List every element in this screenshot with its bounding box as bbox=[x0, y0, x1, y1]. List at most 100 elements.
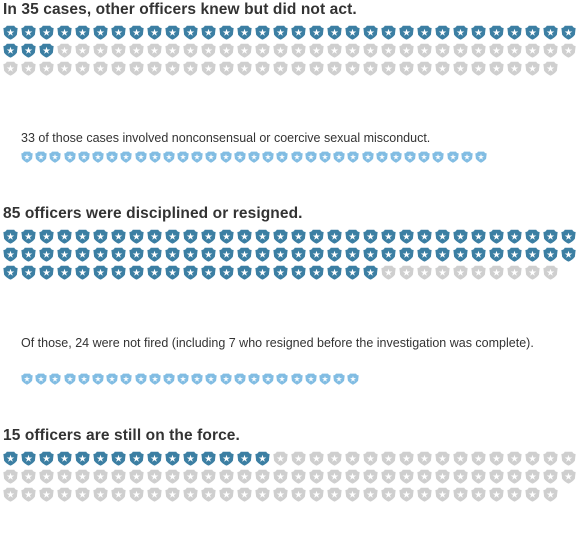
badge-icon-gray bbox=[381, 451, 396, 466]
badge-icon-gray bbox=[363, 487, 378, 502]
badge-icon-highlighted bbox=[57, 247, 72, 262]
badge-icon-gray bbox=[273, 61, 288, 76]
badge-icon-gray bbox=[507, 43, 522, 58]
badge-icon-highlighted bbox=[471, 247, 486, 262]
badge-icon-subset bbox=[390, 151, 402, 163]
badge-icon-gray bbox=[291, 43, 306, 58]
badge-icon-gray bbox=[291, 469, 306, 484]
badge-icon-subset bbox=[191, 373, 203, 385]
badge-icon-gray bbox=[291, 61, 306, 76]
badge-icon-subset bbox=[248, 373, 260, 385]
badge-icon-gray bbox=[453, 487, 468, 502]
badge-icon-gray bbox=[363, 43, 378, 58]
badge-icon-gray bbox=[399, 265, 414, 280]
badge-icon-highlighted bbox=[129, 247, 144, 262]
badge-icon-gray bbox=[147, 61, 162, 76]
badge-icon-gray bbox=[93, 43, 108, 58]
badge-grid-cases bbox=[3, 25, 583, 79]
badge-icon-subset bbox=[446, 151, 459, 163]
badge-icon-gray bbox=[147, 43, 162, 58]
badge-icon-gray bbox=[111, 487, 126, 502]
badge-icon-highlighted bbox=[75, 451, 90, 466]
badge-icon-highlighted bbox=[453, 25, 468, 40]
badge-icon-gray bbox=[237, 469, 252, 484]
badge-icon-highlighted bbox=[147, 265, 162, 280]
badge-icon-subset bbox=[418, 151, 430, 163]
badge-icon-gray bbox=[327, 61, 342, 76]
badge-icon-highlighted bbox=[21, 247, 36, 262]
badge-icon-subset bbox=[290, 373, 303, 385]
badge-icon-highlighted bbox=[471, 25, 486, 40]
badge-icon-highlighted bbox=[525, 247, 540, 262]
badge-icon-subset bbox=[63, 373, 76, 385]
badge-icon-highlighted bbox=[201, 265, 216, 280]
badge-icon-highlighted bbox=[327, 25, 342, 40]
badge-icon-highlighted bbox=[219, 25, 234, 40]
badge-icon-gray bbox=[273, 43, 288, 58]
badge-icon-highlighted bbox=[183, 229, 198, 244]
badge-icon-gray bbox=[525, 43, 540, 58]
badge-icon-subset bbox=[177, 373, 189, 385]
badge-icon-highlighted bbox=[507, 247, 522, 262]
badge-icon-highlighted bbox=[237, 451, 252, 466]
badge-icon-subset bbox=[375, 151, 388, 163]
badge-icon-subset bbox=[163, 373, 175, 385]
badge-icon-highlighted bbox=[165, 265, 180, 280]
badge-icon-gray bbox=[291, 451, 306, 466]
badge-icon-highlighted bbox=[435, 25, 450, 40]
badge-icon-gray bbox=[111, 469, 126, 484]
badge-icon-gray bbox=[381, 487, 396, 502]
badge-icon-gray bbox=[165, 61, 180, 76]
badge-icon-gray bbox=[399, 61, 414, 76]
badge-icon-gray bbox=[399, 451, 414, 466]
badge-icon-gray bbox=[435, 451, 450, 466]
badge-icon-highlighted bbox=[219, 229, 234, 244]
badge-icon-gray bbox=[309, 487, 324, 502]
badge-icon-highlighted bbox=[543, 25, 558, 40]
badge-icon-highlighted bbox=[237, 265, 252, 280]
badge-icon-gray bbox=[507, 487, 522, 502]
badge-icon-gray bbox=[453, 451, 468, 466]
section-1-note: 33 of those cases involved nonconsensual… bbox=[21, 131, 431, 145]
badge-icon-gray bbox=[3, 61, 18, 76]
badge-icon-highlighted bbox=[21, 25, 36, 40]
badge-icon-gray bbox=[489, 487, 504, 502]
badge-icon-gray bbox=[471, 487, 486, 502]
badge-icon-subset bbox=[333, 373, 345, 385]
badge-icon-gray bbox=[111, 43, 126, 58]
badge-icon-subset bbox=[262, 151, 274, 163]
badge-icon-subset bbox=[35, 151, 47, 163]
badge-icon-highlighted bbox=[129, 229, 144, 244]
badge-icon-gray bbox=[39, 61, 54, 76]
badge-icon-gray bbox=[345, 61, 360, 76]
badge-icon-gray bbox=[201, 61, 216, 76]
badge-icon-gray bbox=[381, 265, 396, 280]
badge-icon-highlighted bbox=[255, 229, 270, 244]
badge-icon-highlighted bbox=[417, 247, 432, 262]
badge-icon-highlighted bbox=[3, 229, 18, 244]
badge-icon-subset bbox=[92, 373, 104, 385]
badge-icon-subset bbox=[333, 151, 345, 163]
badge-icon-highlighted bbox=[309, 265, 324, 280]
badge-icon-gray bbox=[93, 487, 108, 502]
badge-icon-highlighted bbox=[3, 25, 18, 40]
badge-icon-highlighted bbox=[543, 229, 558, 244]
badge-icon-gray bbox=[489, 43, 504, 58]
badge-icon-gray bbox=[363, 451, 378, 466]
badge-icon-gray bbox=[291, 487, 306, 502]
badge-icon-gray bbox=[57, 487, 72, 502]
badge-icon-gray bbox=[507, 469, 522, 484]
badge-icon-highlighted bbox=[237, 229, 252, 244]
badge-icon-highlighted bbox=[291, 25, 306, 40]
badge-icon-highlighted bbox=[255, 247, 270, 262]
badge-icon-subset bbox=[276, 373, 289, 385]
badge-icon-gray bbox=[471, 451, 486, 466]
badge-icon-highlighted bbox=[327, 265, 342, 280]
badge-icon-highlighted bbox=[255, 265, 270, 280]
badge-icon-gray bbox=[129, 43, 144, 58]
badge-icon-gray bbox=[237, 487, 252, 502]
badge-icon-highlighted bbox=[93, 451, 108, 466]
badge-icon-subset bbox=[120, 151, 133, 163]
badge-icon-highlighted bbox=[75, 25, 90, 40]
badge-icon-gray bbox=[489, 451, 504, 466]
